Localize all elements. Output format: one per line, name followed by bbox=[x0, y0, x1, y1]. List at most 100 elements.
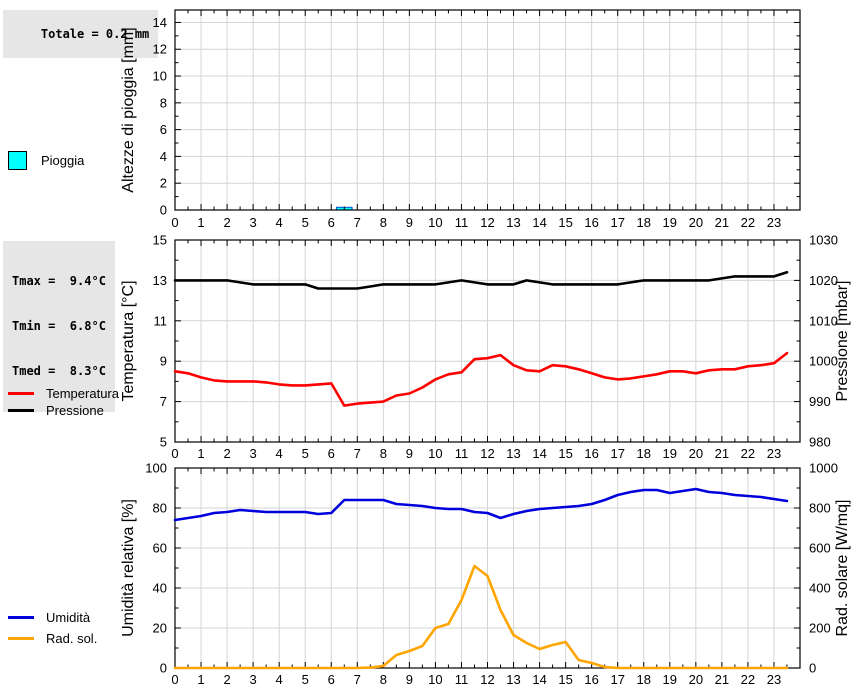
y-tick-label: 4 bbox=[160, 149, 167, 164]
y2-tick-label: 1000 bbox=[809, 461, 838, 476]
y2-tick-label: 980 bbox=[809, 435, 831, 450]
y-tick-label: 100 bbox=[145, 461, 167, 476]
x-tick-label: 1 bbox=[197, 446, 204, 461]
y-tick-label: 10 bbox=[153, 69, 167, 84]
x-tick-label: 5 bbox=[302, 446, 309, 461]
x-tick-label: 16 bbox=[584, 446, 598, 461]
solar-radiation-legend: Rad. sol. bbox=[8, 631, 97, 646]
axis-ticks bbox=[175, 10, 800, 211]
x-tick-label: 23 bbox=[767, 446, 781, 461]
x-tick-label: 17 bbox=[610, 672, 624, 687]
x-tick-label: 3 bbox=[250, 672, 257, 687]
x-tick-label: 18 bbox=[637, 446, 651, 461]
temperatura-line bbox=[173, 351, 789, 407]
y-axis-title-altezze-di-pioggia-mm: Altezze di pioggia [mm] bbox=[120, 27, 137, 192]
grid bbox=[175, 10, 800, 210]
x-tick-label: 19 bbox=[663, 215, 677, 230]
y-tick-label: 0 bbox=[160, 661, 167, 676]
grid bbox=[175, 468, 800, 668]
x-tick-label: 14 bbox=[532, 215, 546, 230]
x-tick-label: 21 bbox=[715, 672, 729, 687]
y2-tick-label: 1030 bbox=[809, 233, 838, 248]
pressione-line bbox=[173, 271, 789, 290]
x-tick-label: 4 bbox=[276, 446, 283, 461]
y2-tick-label: 600 bbox=[809, 541, 831, 556]
x-tick-label: 20 bbox=[689, 672, 703, 687]
x-tick-label: 4 bbox=[276, 672, 283, 687]
x-tick-label: 3 bbox=[250, 215, 257, 230]
x-tick-label: 17 bbox=[610, 446, 624, 461]
x-tick-label: 16 bbox=[584, 672, 598, 687]
x-tick-label: 23 bbox=[767, 215, 781, 230]
temperature-legend-swatch bbox=[8, 392, 34, 395]
x-tick-label: 7 bbox=[354, 215, 361, 230]
tmax-value: Tmax = 9.4°C bbox=[12, 274, 106, 288]
x-tick-label: 8 bbox=[380, 672, 387, 687]
x-tick-label: 5 bbox=[302, 672, 309, 687]
umidita-line bbox=[173, 487, 789, 522]
rain-legend-swatch bbox=[8, 151, 27, 170]
y2-tick-label: 0 bbox=[809, 661, 816, 676]
y-tick-label: 15 bbox=[153, 233, 167, 248]
x-tick-label: 0 bbox=[171, 446, 178, 461]
x-tick-label: 7 bbox=[354, 672, 361, 687]
x-tick-label: 14 bbox=[532, 672, 546, 687]
x-tick-label: 12 bbox=[480, 672, 494, 687]
x-tick-label: 16 bbox=[584, 215, 598, 230]
x-tick-label: 12 bbox=[480, 446, 494, 461]
y2-tick-label: 1010 bbox=[809, 313, 838, 328]
y2-tick-label: 800 bbox=[809, 501, 831, 516]
x-tick-label: 12 bbox=[480, 215, 494, 230]
x-tick-label: 21 bbox=[715, 446, 729, 461]
x-tick-label: 9 bbox=[406, 672, 413, 687]
y-tick-label: 6 bbox=[160, 122, 167, 137]
axis-ticks bbox=[175, 239, 800, 443]
y2-tick-label: 990 bbox=[809, 394, 831, 409]
x-tick-label: 5 bbox=[302, 215, 309, 230]
x-tick-label: 22 bbox=[741, 446, 755, 461]
x-tick-label: 22 bbox=[741, 672, 755, 687]
rain-legend-label: Pioggia bbox=[41, 153, 85, 168]
temperature-legend-label: Temperatura bbox=[46, 386, 119, 401]
pressure-legend-label: Pressione bbox=[46, 403, 104, 418]
x-tick-label: 11 bbox=[455, 446, 469, 461]
x-tick-label: 6 bbox=[328, 672, 335, 687]
pressure-legend: Pressione bbox=[8, 403, 104, 418]
y-tick-label: 80 bbox=[153, 501, 167, 516]
y2-tick-label: 1000 bbox=[809, 354, 838, 369]
y-axis-title-temperatura-c: Temperatura [°C] bbox=[120, 280, 137, 401]
solar-radiation-legend-swatch bbox=[8, 637, 34, 640]
rad-sol-line bbox=[173, 564, 789, 670]
y2-tick-label: 1020 bbox=[809, 273, 838, 288]
x-tick-label: 18 bbox=[637, 672, 651, 687]
x-tick-label: 1 bbox=[197, 672, 204, 687]
x-tick-label: 18 bbox=[637, 215, 651, 230]
x-tick-label: 14 bbox=[532, 446, 546, 461]
y-tick-label: 40 bbox=[153, 581, 167, 596]
x-tick-label: 11 bbox=[455, 672, 469, 687]
rain-total-box: Totale = 0.2 mm bbox=[3, 10, 159, 58]
y-tick-label: 7 bbox=[160, 394, 167, 409]
y-tick-label: 5 bbox=[160, 435, 167, 450]
x-tick-label: 2 bbox=[223, 215, 230, 230]
x-tick-label: 8 bbox=[380, 215, 387, 230]
humidity-legend: Umidità bbox=[8, 610, 90, 625]
y-tick-label: 20 bbox=[153, 621, 167, 636]
x-tick-label: 20 bbox=[689, 446, 703, 461]
y-axis-title-umidita-relativa: Umidità relativa [%] bbox=[120, 499, 137, 637]
humidity-legend-swatch bbox=[8, 616, 34, 619]
y-tick-label: 60 bbox=[153, 541, 167, 556]
x-tick-label: 6 bbox=[328, 215, 335, 230]
temperature-stats-box: Tmax = 9.4°C Tmin = 6.8°C Tmed = 8.3°C bbox=[3, 241, 115, 412]
y-tick-label: 0 bbox=[160, 203, 167, 218]
grid bbox=[175, 240, 800, 442]
x-tick-label: 15 bbox=[558, 446, 572, 461]
pressure-legend-swatch bbox=[8, 409, 34, 412]
y2-axis-title-rad-solare-w-mq: Rad. solare [W/mq] bbox=[834, 500, 851, 637]
